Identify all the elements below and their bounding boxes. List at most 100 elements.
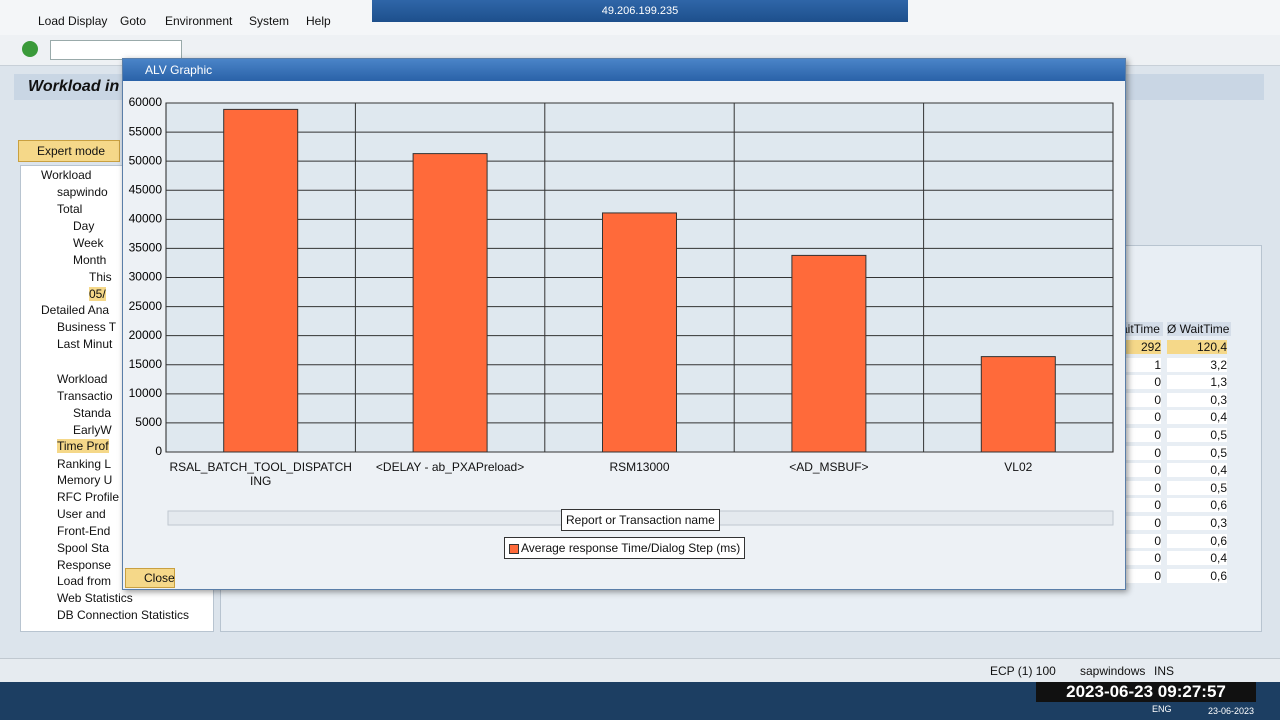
status-mode: INS: [1154, 664, 1175, 678]
tree-node[interactable]: EarlyW: [73, 423, 112, 437]
table-cell: 0,4: [1167, 463, 1227, 478]
tree-node[interactable]: Last Minut: [57, 337, 113, 351]
table-cell: 0: [1121, 445, 1161, 460]
menu-item[interactable]: System: [249, 14, 290, 28]
y-tick-label: 40000: [129, 212, 163, 226]
bar: [980, 356, 1056, 453]
x-tick-label: RSM13000: [609, 460, 670, 474]
tree-node[interactable]: Ranking L: [57, 457, 112, 471]
table-cell: 0,5: [1167, 480, 1227, 495]
tree-node[interactable]: Week: [73, 236, 104, 250]
y-tick-label: 10000: [129, 386, 163, 400]
legend-swatch: [509, 544, 519, 554]
table-cell: 0,6: [1167, 533, 1227, 548]
tree-node[interactable]: DB Connection Statistics: [57, 608, 190, 622]
y-tick-label: 15000: [129, 357, 163, 371]
bar: [223, 108, 299, 453]
ok-icon[interactable]: [22, 41, 38, 57]
tree-node[interactable]: Total: [57, 202, 83, 216]
menu-item[interactable]: Help: [306, 14, 331, 28]
tree-node[interactable]: User and: [57, 507, 106, 521]
tree-node[interactable]: Response: [57, 558, 112, 572]
table-cell: 0: [1121, 392, 1161, 407]
remote-host: 49.206.199.235: [372, 0, 908, 22]
menu-item[interactable]: Environment: [165, 14, 233, 28]
table-cell: 0: [1121, 428, 1161, 442]
chart: 0 5000 10000 15000 20000 25000 30000 35000 40000…: [129, 95, 1114, 526]
table-cell: 292: [1121, 340, 1161, 354]
x-axis-label: Report or Transaction name: [561, 509, 720, 531]
date: 23-06-2023: [1208, 706, 1255, 716]
y-tick-label: 30000: [129, 270, 163, 284]
command-field[interactable]: [50, 40, 182, 60]
menu-item[interactable]: Load Display: [38, 14, 108, 28]
y-tick-label: 55000: [129, 124, 163, 138]
table-cell: 0: [1121, 480, 1161, 495]
y-tick-label: 25000: [129, 299, 163, 313]
y-tick-label: 0: [155, 444, 162, 458]
table-cell: 0,4: [1167, 551, 1227, 566]
table-cell: 3,2: [1167, 357, 1227, 372]
table-cell: 0,5: [1167, 428, 1227, 442]
table-cell: 0: [1121, 551, 1161, 566]
x-tick-label: RSAL_BATCH_TOOL_DISPATCHING: [169, 460, 352, 488]
tree-node[interactable]: Workload: [41, 168, 92, 182]
legend-label: Average response Time/Dialog Step (ms): [521, 541, 741, 555]
tree-node[interactable]: Front-End: [57, 524, 111, 538]
table-cell: 0,5: [1167, 445, 1227, 460]
tree-node[interactable]: Memory U: [57, 473, 113, 487]
table-cell: 0,3: [1167, 516, 1227, 530]
table-cell: 1: [1121, 357, 1161, 372]
table-cell: 0: [1121, 516, 1161, 530]
bar: [412, 153, 488, 453]
tree-node[interactable]: Detailed Ana: [41, 303, 110, 317]
table-cell: 0: [1121, 498, 1161, 513]
table-cell: 0,4: [1167, 410, 1227, 425]
x-tick-label: VL02: [1004, 460, 1033, 474]
tree-node[interactable]: Day: [73, 219, 95, 233]
x-tick-label: <DELAY - ab_PXAPreload>: [375, 460, 525, 474]
tree-node[interactable]: Time Prof: [57, 439, 109, 453]
tree-node[interactable]: RFC Profile: [57, 490, 120, 504]
tree-node[interactable]: sapwindo: [57, 185, 108, 199]
table-cell: 0,3: [1167, 392, 1227, 407]
table-cell: 0,6: [1167, 498, 1227, 513]
menu-item[interactable]: Goto: [120, 14, 147, 28]
tree-node[interactable]: Workload: [57, 372, 108, 386]
tree-node[interactable]: 05/: [89, 287, 106, 301]
taskbar: 2023-06-23 09:27:57 ENG 23-06-2023: [0, 682, 1280, 720]
clock: 2023-06-23 09:27:57: [1036, 682, 1256, 702]
column-header: Ø WaitTime: [1167, 322, 1231, 336]
status-system: ECP (1) 100: [990, 664, 1056, 678]
status-server: sapwindows: [1080, 664, 1146, 678]
table-cell: 0: [1121, 410, 1161, 425]
column-header: aitTime: [1121, 322, 1163, 336]
tree-node[interactable]: Month: [73, 253, 107, 267]
tree-node[interactable]: Business T: [57, 320, 117, 334]
table-cell: 120,4: [1167, 340, 1227, 354]
y-tick-label: 35000: [129, 241, 163, 255]
tree-node[interactable]: Spool Sta: [57, 541, 110, 555]
table-cell: 0: [1121, 463, 1161, 478]
tree-node[interactable]: This: [89, 270, 112, 284]
y-tick-label: 5000: [135, 415, 162, 429]
status-bar: ECP (1) 100 sapwindows INS: [0, 658, 1280, 683]
close-button[interactable]: Close: [125, 568, 175, 588]
tree-node[interactable]: Transactio: [57, 389, 113, 403]
tree-node[interactable]: Web Statistics: [57, 591, 133, 605]
x-tick-label: <AD_MSBUF>: [789, 460, 869, 474]
popup-title: ALV Graphic: [123, 59, 1125, 81]
bar: [791, 254, 867, 453]
y-tick-label: 50000: [129, 153, 163, 167]
expert-mode-button[interactable]: Expert mode: [18, 140, 120, 162]
table-cell: 0: [1121, 568, 1161, 583]
bar: [602, 212, 677, 453]
tree-node[interactable]: Load from: [57, 574, 112, 588]
tree-node[interactable]: Standa: [73, 406, 112, 420]
y-tick-label: 20000: [129, 328, 163, 342]
y-tick-label: 60000: [129, 95, 163, 109]
table-cell: 0: [1121, 375, 1161, 390]
legend: Average response Time/Dialog Step (ms): [504, 537, 746, 559]
table-cell: 1,3: [1167, 375, 1227, 390]
